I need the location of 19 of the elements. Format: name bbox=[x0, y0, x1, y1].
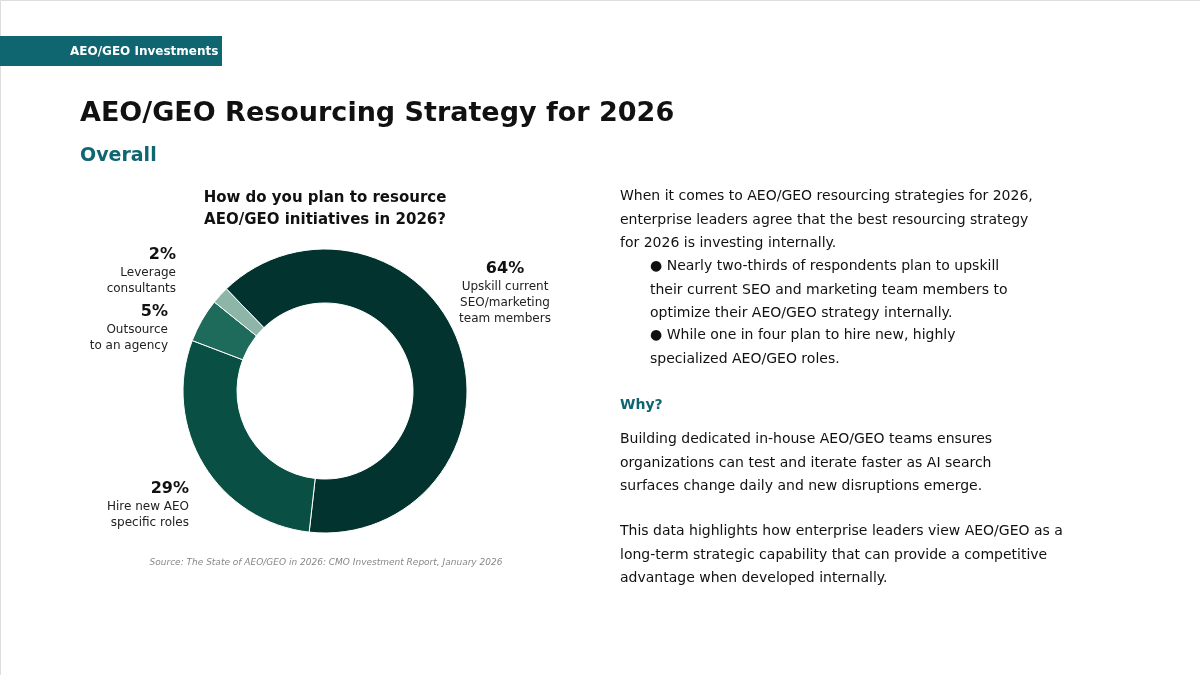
data-label: 64% bbox=[485, 258, 525, 277]
slice-label: Outsource to an agency bbox=[89, 322, 168, 352]
text: Building dedicated in-house AEO/GEO teams ensures organizations can test and iterate faster as AI search surfaces change daily and new disruptions emerge. bbox=[620, 430, 993, 493]
text: How do you plan to resource AEO/GEO initiatives in 2026? bbox=[203, 188, 447, 228]
text: When it comes to AEO/GEO resourcing strategies for 2026, enterprise leaders agree that the best resourcing strategy for 2026 is investing internally. bbox=[620, 187, 1033, 250]
chart-subtitle: Overall bbox=[80, 143, 157, 165]
text: AEO/GEO Investments bbox=[70, 44, 219, 58]
data-label: 2% bbox=[148, 244, 176, 263]
data-label: 29% bbox=[150, 478, 189, 497]
source-note: Source: The State of AEO/GEO in 2026: CMO Investment Report, January 2026 bbox=[149, 557, 503, 567]
text: ● Nearly two-thirds of respondents plan to upskill their current SEO and marketing team members to optimize their AEO/GEO strategy internally. bbox=[650, 257, 1008, 320]
slice-label: Leverage consultants bbox=[106, 265, 176, 295]
data-label: 5% bbox=[140, 301, 168, 320]
chart-title: AEO/GEO Resourcing Strategy for 2026 bbox=[80, 96, 675, 127]
slice-label: Upskill current SEO/marketing team members bbox=[459, 279, 551, 325]
text: Why? bbox=[620, 396, 663, 412]
text: This data highlights how enterprise leaders view AEO/GEO as a long-term strategic capability that can provide a competitive advantage when developed internally. bbox=[619, 522, 1063, 585]
slice-label: Hire new AEO specific roles bbox=[106, 499, 189, 529]
text: ● While one in four plan to hire new, highly specialized AEO/GEO roles. bbox=[650, 326, 956, 366]
